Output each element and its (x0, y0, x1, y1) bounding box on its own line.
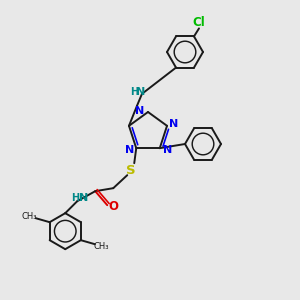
Text: CH₃: CH₃ (93, 242, 109, 251)
Text: S: S (126, 164, 136, 177)
Text: N: N (124, 145, 134, 155)
Text: N: N (169, 119, 178, 129)
Text: H: H (71, 193, 79, 203)
Text: N: N (163, 145, 172, 155)
Text: N: N (136, 87, 146, 97)
Text: O: O (108, 200, 118, 213)
Text: Cl: Cl (193, 16, 206, 29)
Text: N: N (135, 106, 145, 116)
Text: CH₃: CH₃ (22, 212, 38, 221)
Text: N: N (79, 193, 88, 203)
Text: H: H (130, 87, 138, 97)
